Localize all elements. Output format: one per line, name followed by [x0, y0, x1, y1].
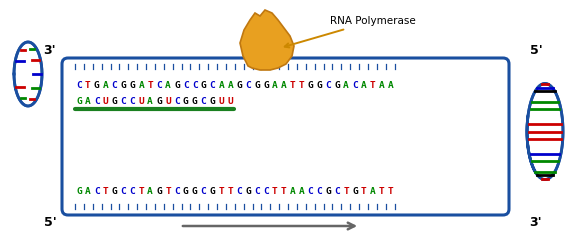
Text: G: G	[192, 96, 198, 105]
Text: T: T	[103, 186, 108, 195]
Text: U: U	[138, 96, 144, 105]
Text: T: T	[379, 186, 384, 195]
Text: A: A	[370, 186, 376, 195]
Text: C: C	[174, 96, 180, 105]
Text: A: A	[379, 81, 384, 91]
Text: 5': 5'	[44, 216, 56, 230]
Text: G: G	[236, 81, 242, 91]
Text: C: C	[94, 186, 100, 195]
Text: A: A	[272, 81, 278, 91]
Text: G: G	[94, 81, 100, 91]
Text: G: G	[112, 186, 118, 195]
Text: T: T	[228, 186, 233, 195]
Text: A: A	[281, 81, 287, 91]
Text: G: G	[156, 96, 162, 105]
Text: G: G	[192, 186, 198, 195]
Text: C: C	[236, 186, 242, 195]
Text: T: T	[290, 81, 295, 91]
Text: C: C	[130, 96, 135, 105]
Text: U: U	[103, 96, 108, 105]
Text: T: T	[298, 81, 304, 91]
Text: T: T	[343, 186, 349, 195]
Text: C: C	[120, 186, 126, 195]
Text: A: A	[298, 186, 304, 195]
Text: G: G	[210, 186, 215, 195]
Text: G: G	[120, 81, 126, 91]
Text: G: G	[308, 81, 313, 91]
Text: A: A	[388, 81, 393, 91]
Text: C: C	[174, 186, 180, 195]
Text: A: A	[85, 96, 91, 105]
Text: A: A	[147, 186, 153, 195]
Text: G: G	[254, 81, 260, 91]
Text: A: A	[85, 186, 91, 195]
Text: G: G	[130, 81, 135, 91]
Text: G: G	[183, 186, 189, 195]
Polygon shape	[240, 10, 294, 70]
Text: C: C	[200, 186, 206, 195]
Text: T: T	[218, 186, 224, 195]
Text: A: A	[165, 81, 171, 91]
Text: C: C	[210, 81, 215, 91]
Text: G: G	[174, 81, 180, 91]
Text: C: C	[112, 81, 118, 91]
Text: G: G	[263, 81, 269, 91]
Text: A: A	[343, 81, 349, 91]
Text: C: C	[94, 96, 100, 105]
Text: T: T	[147, 81, 153, 91]
Text: G: G	[112, 96, 118, 105]
Text: A: A	[147, 96, 153, 105]
Text: G: G	[76, 96, 82, 105]
Text: A: A	[228, 81, 233, 91]
Text: C: C	[130, 186, 135, 195]
Text: A: A	[138, 81, 144, 91]
Text: T: T	[281, 186, 287, 195]
Text: G: G	[316, 81, 322, 91]
Text: T: T	[85, 81, 91, 91]
Text: C: C	[200, 96, 206, 105]
Text: U: U	[218, 96, 224, 105]
FancyBboxPatch shape	[62, 58, 509, 215]
Text: 3': 3'	[530, 216, 543, 230]
Text: 3': 3'	[44, 43, 56, 57]
Text: C: C	[183, 81, 189, 91]
Text: C: C	[76, 81, 82, 91]
Text: U: U	[228, 96, 233, 105]
Text: G: G	[245, 186, 251, 195]
Text: T: T	[272, 186, 278, 195]
Text: G: G	[325, 186, 331, 195]
Text: A: A	[218, 81, 224, 91]
Text: G: G	[210, 96, 215, 105]
Text: C: C	[120, 96, 126, 105]
Text: G: G	[352, 186, 358, 195]
Text: C: C	[352, 81, 358, 91]
Text: C: C	[316, 186, 322, 195]
Text: G: G	[200, 81, 206, 91]
Text: T: T	[138, 186, 144, 195]
Text: C: C	[192, 81, 198, 91]
Text: T: T	[165, 186, 171, 195]
Text: G: G	[156, 186, 162, 195]
Text: 5': 5'	[529, 43, 543, 57]
Text: A: A	[290, 186, 295, 195]
Text: T: T	[370, 81, 376, 91]
Text: A: A	[361, 81, 367, 91]
Text: T: T	[361, 186, 367, 195]
Text: C: C	[156, 81, 162, 91]
Text: U: U	[165, 96, 171, 105]
Text: G: G	[183, 96, 189, 105]
Text: C: C	[308, 186, 313, 195]
Text: G: G	[334, 81, 340, 91]
Text: C: C	[245, 81, 251, 91]
Text: C: C	[334, 186, 340, 195]
Text: T: T	[388, 186, 393, 195]
Text: C: C	[254, 186, 260, 195]
Text: C: C	[325, 81, 331, 91]
Text: G: G	[76, 186, 82, 195]
Text: A: A	[103, 81, 108, 91]
Text: C: C	[263, 186, 269, 195]
Text: RNA Polymerase: RNA Polymerase	[285, 16, 416, 47]
